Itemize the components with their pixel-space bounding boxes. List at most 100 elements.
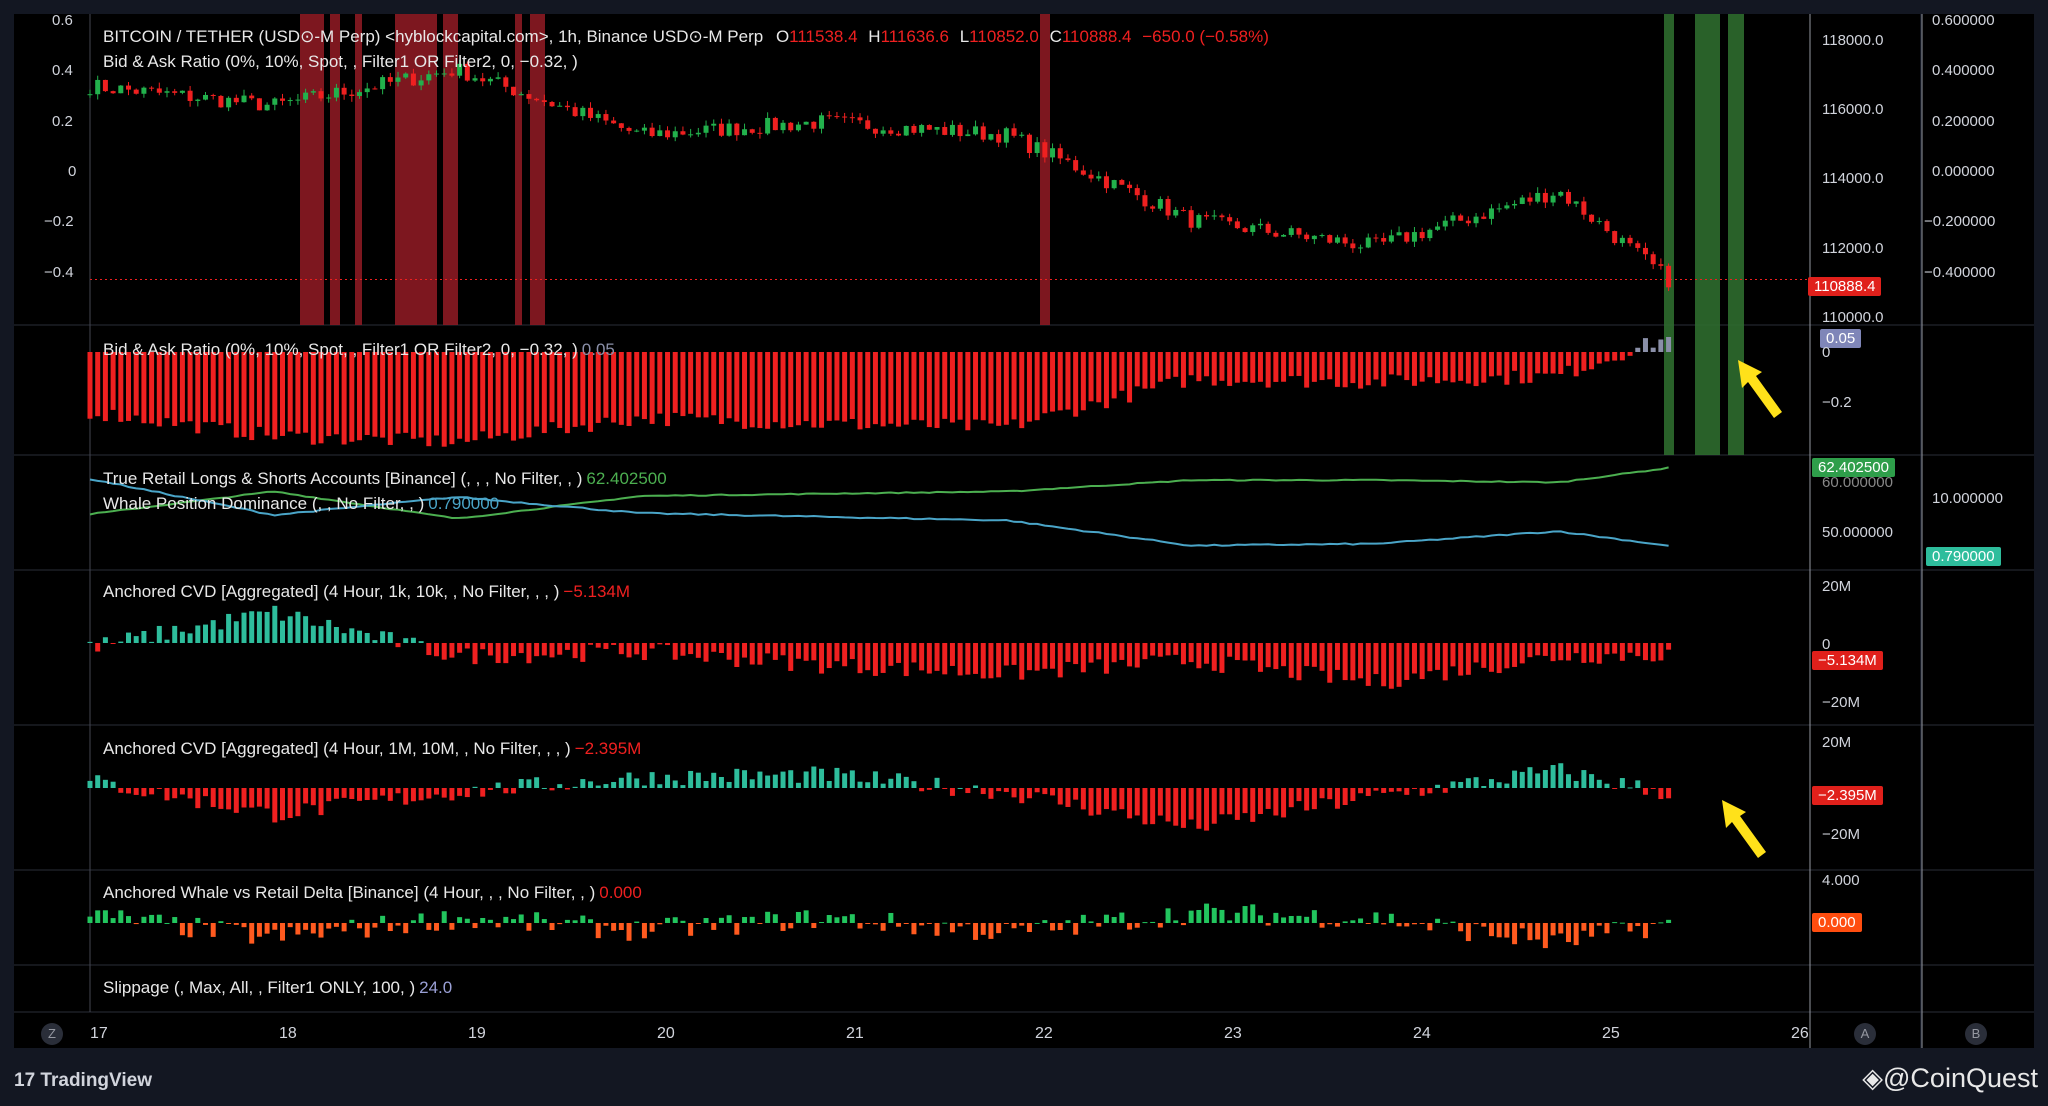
whale-delta-bar xyxy=(718,917,724,923)
whale-delta-bar xyxy=(618,923,624,931)
bidask-bar xyxy=(1442,352,1448,381)
cvd1-bar xyxy=(1327,643,1333,683)
axis-auto-button[interactable]: A xyxy=(1854,1023,1876,1045)
whale-dominance-legend[interactable]: Whale Position Dominance (, , No Filter,… xyxy=(103,494,499,514)
bidask-bar xyxy=(726,352,732,419)
tradingview-logo-icon: 17 xyxy=(14,1070,36,1091)
bidask-legend[interactable]: Bid & Ask Ratio (0%, 10%, Spot, , Filter… xyxy=(103,340,615,360)
low-value: 110852.0 xyxy=(969,27,1039,46)
bidask-bar xyxy=(903,352,909,425)
whale-delta-bar xyxy=(826,915,832,923)
cvd1-bar xyxy=(688,643,694,655)
cvd2-bar xyxy=(603,784,609,788)
cvd2-bar xyxy=(126,788,132,794)
bidask-bar xyxy=(1666,337,1672,352)
cvd1-bar xyxy=(1219,643,1225,673)
price-candle xyxy=(418,80,424,86)
whale-delta-legend[interactable]: Anchored Whale vs Retail Delta [Binance]… xyxy=(103,883,642,903)
cvd1-bar xyxy=(426,643,432,656)
cvd1-bar xyxy=(857,643,863,674)
bidask-bar xyxy=(780,352,786,429)
cvd1-bar xyxy=(634,643,640,655)
price-candle xyxy=(1150,206,1156,209)
bidask-bar xyxy=(203,352,209,423)
whale-delta-bar xyxy=(672,917,678,923)
whale-delta-bar xyxy=(980,923,986,935)
cvd1-legend[interactable]: Anchored CVD [Aggregated] (4 Hour, 1k, 1… xyxy=(103,582,630,602)
red-highlight-band xyxy=(515,14,522,325)
cvd2-bar xyxy=(1550,765,1556,788)
whale-delta-bar xyxy=(1573,923,1579,946)
whale-delta-bar xyxy=(1296,915,1302,923)
cvd2-bar xyxy=(826,780,832,788)
cvd1-bar xyxy=(1273,643,1279,670)
price-candle xyxy=(1342,237,1348,244)
whale-delta-bar xyxy=(141,916,147,923)
bidask-bar xyxy=(1373,352,1379,380)
bidask-bar xyxy=(1435,352,1441,384)
corner-settings-icon[interactable]: Z xyxy=(41,1023,63,1045)
cvd1-bar xyxy=(626,643,632,658)
bidask-bar xyxy=(1196,352,1202,382)
x-tick: 26 xyxy=(1791,1025,1809,1042)
cvd1-bar xyxy=(1565,643,1571,661)
left-tick: 0 xyxy=(68,163,77,180)
green-highlight-band xyxy=(1695,14,1720,455)
whale-delta-bar xyxy=(164,922,170,924)
price-candle xyxy=(1442,220,1448,227)
slippage-legend[interactable]: Slippage (, Max, All, , Filter1 ONLY, 10… xyxy=(103,978,452,998)
cvd1-bar xyxy=(1666,643,1672,650)
cvd2-bar xyxy=(1088,788,1094,816)
cvd1-bar xyxy=(803,643,809,661)
cvd1-bar xyxy=(834,643,840,662)
whale-delta-bar xyxy=(803,910,809,923)
overlay-indicator-legend[interactable]: Bid & Ask Ratio (0%, 10%, Spot, , Filter… xyxy=(103,52,578,71)
whale-delta-bar xyxy=(557,923,563,925)
price-candle xyxy=(949,124,955,135)
bidask-bar xyxy=(1488,352,1494,377)
retail-legend[interactable]: True Retail Longs & Shorts Accounts [Bin… xyxy=(103,469,667,489)
price-candle xyxy=(1080,170,1086,175)
whale-delta-bar xyxy=(1558,923,1564,934)
whale-delta-bar xyxy=(780,923,786,931)
price-candle xyxy=(772,117,778,131)
price-candle xyxy=(241,95,247,103)
bidask-bar xyxy=(1134,352,1140,387)
cvd2-bar xyxy=(580,779,586,788)
bidask-bar xyxy=(957,352,963,420)
cvd2-bar xyxy=(1342,788,1348,806)
whale-dominance-line xyxy=(89,478,1669,547)
bidask-bar xyxy=(218,352,224,426)
cvd2-bar xyxy=(495,782,501,788)
cvd1-bar xyxy=(1311,643,1317,667)
bidask-bar xyxy=(718,352,724,425)
cvd2-bar xyxy=(703,780,709,788)
price-candle xyxy=(349,94,355,96)
price-candle xyxy=(834,116,840,118)
bidask-bar xyxy=(1019,352,1025,429)
cvd2-bar xyxy=(1411,788,1417,789)
cvd2-bar xyxy=(187,788,193,799)
price-candle xyxy=(973,126,979,135)
cvd2-legend[interactable]: Anchored CVD [Aggregated] (4 Hour, 1M, 1… xyxy=(103,739,641,759)
cvd1-bar xyxy=(1542,643,1548,656)
cvd2-bar xyxy=(1042,788,1048,795)
bidask-bar xyxy=(1042,352,1048,414)
bidask-bar xyxy=(734,352,740,422)
whale-delta-bar xyxy=(1504,923,1510,938)
cvd2-bar xyxy=(711,772,717,788)
whale-delta-bar xyxy=(1204,903,1210,923)
axis-b-button[interactable]: B xyxy=(1965,1023,1987,1045)
cvd1-bar xyxy=(295,611,301,643)
red-highlight-band xyxy=(330,14,340,325)
cvd2-bar xyxy=(1396,788,1402,792)
bidask-bar xyxy=(1088,352,1094,402)
whale-delta-bar xyxy=(842,916,848,923)
cvd2-bar xyxy=(1635,780,1641,788)
bidask-bar xyxy=(1419,352,1425,382)
bidask-bar xyxy=(842,352,848,422)
cvd2-bar xyxy=(1057,788,1063,805)
whale-delta-bar xyxy=(1488,923,1494,937)
cvd2-bar xyxy=(1288,788,1294,808)
